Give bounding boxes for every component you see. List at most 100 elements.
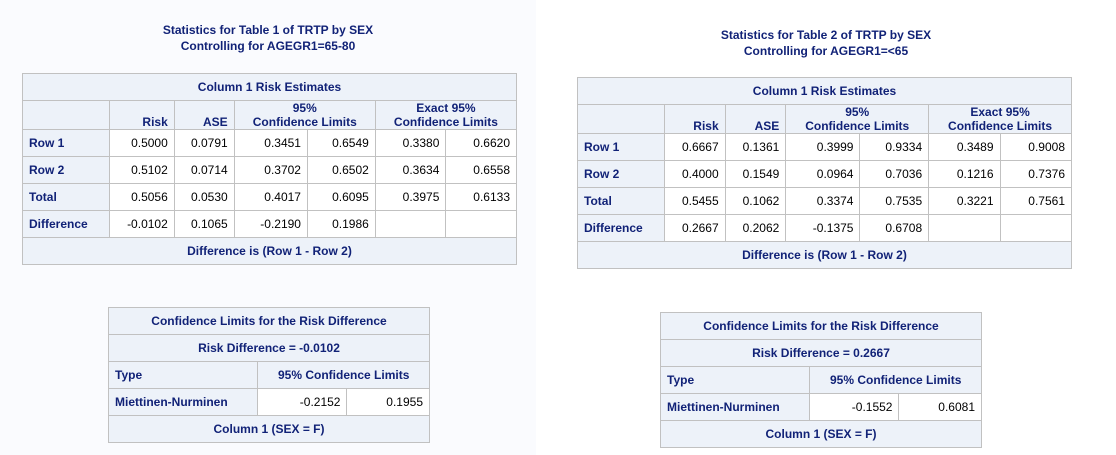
col-exact-group: Exact 95% Confidence Limits (374, 100, 518, 130)
table-row: Row 2 0.4000 0.1549 0.0964 0.7036 0.1216… (577, 160, 1073, 188)
risk-difference-cl-table: Confidence Limits for the Risk Differenc… (659, 312, 982, 448)
cell-lcl: -0.2190 (233, 210, 308, 238)
cell-exact-ucl (999, 214, 1073, 242)
cl-lower: -0.2152 (257, 388, 348, 416)
title-line-2: Controlling for AGEGR1=<65 (743, 44, 909, 58)
row-label: Difference (577, 214, 665, 242)
panel-table-1: Statistics for Table 1 of TRTP by SEX Co… (0, 0, 536, 455)
cell-risk: 0.6667 (664, 133, 726, 161)
row-label: Total (22, 183, 110, 211)
cell-exact-ucl: 0.9008 (999, 133, 1073, 161)
row-label: Row 2 (22, 156, 110, 184)
table-row: Row 1 0.6667 0.1361 0.3999 0.9334 0.3489… (577, 133, 1073, 161)
col-confidence-limits: 95% Confidence Limits (809, 366, 982, 394)
row-header-blank (22, 100, 110, 130)
title-line-1: Statistics for Table 2 of TRTP by SEX (720, 28, 932, 42)
col-type: Type (107, 361, 259, 389)
cell-risk: 0.5455 (664, 187, 726, 215)
row-label: Row 2 (577, 160, 665, 188)
row-label: Difference (22, 210, 110, 238)
cell-exact-lcl (374, 210, 447, 238)
col-exact-bottom: Confidence Limits (393, 115, 498, 129)
risk-table-footer: Difference is (Row 1 - Row 2) (577, 241, 1072, 269)
cl-lower: -0.1552 (809, 393, 900, 421)
table-row: Miettinen-Nurminen -0.1552 0.6081 (659, 393, 982, 421)
col-ci-top: 95% (845, 105, 870, 119)
cell-ase: 0.1062 (724, 187, 787, 215)
col-ase: ASE (173, 100, 235, 130)
cl-upper: 0.1955 (346, 388, 430, 416)
col-ci-bottom: Confidence Limits (252, 115, 357, 129)
cell-exact-lcl: 0.3975 (374, 183, 447, 211)
col-exact-bottom: Confidence Limits (948, 119, 1053, 133)
cell-exact-lcl: 0.1216 (928, 160, 1001, 188)
cell-lcl: 0.3999 (785, 133, 861, 161)
cell-exact-ucl (445, 210, 517, 238)
table-row: Row 2 0.5102 0.0714 0.3702 0.6502 0.3634… (22, 156, 517, 184)
cell-lcl: 0.3451 (233, 129, 308, 157)
row-label: Total (577, 187, 665, 215)
cl-table-subcaption: Risk Difference = 0.2667 (660, 339, 982, 367)
cell-ucl: 0.1986 (306, 210, 376, 238)
cell-risk: -0.0102 (109, 210, 175, 238)
risk-difference-cl-table: Confidence Limits for the Risk Differenc… (107, 307, 430, 443)
cell-exact-lcl: 0.3380 (374, 129, 447, 157)
col-risk: Risk (109, 100, 175, 130)
cell-ucl: 0.7036 (859, 160, 930, 188)
cl-table-caption: Confidence Limits for the Risk Differenc… (660, 312, 982, 340)
cl-table-footer: Column 1 (SEX = F) (660, 420, 982, 448)
table-row: Miettinen-Nurminen -0.2152 0.1955 (107, 388, 430, 416)
risk-table-footer: Difference is (Row 1 - Row 2) (22, 237, 517, 265)
cl-table-footer: Column 1 (SEX = F) (108, 415, 430, 443)
cell-risk: 0.5056 (109, 183, 175, 211)
cell-ucl: 0.6549 (306, 129, 376, 157)
col-ci-group: 95% Confidence Limits (233, 100, 376, 130)
cell-lcl: 0.3702 (233, 156, 308, 184)
panel-title: Statistics for Table 1 of TRTP by SEX Co… (0, 22, 536, 54)
table-row: Difference -0.0102 0.1065 -0.2190 0.1986 (22, 210, 517, 238)
table-row: Total 0.5056 0.0530 0.4017 0.6095 0.3975… (22, 183, 517, 211)
cell-exact-lcl: 0.3221 (928, 187, 1001, 215)
col-exact-group: Exact 95% Confidence Limits (928, 104, 1072, 134)
cell-exact-ucl: 0.7376 (999, 160, 1073, 188)
cell-lcl: 0.4017 (233, 183, 308, 211)
cell-ucl: 0.6502 (306, 156, 376, 184)
cell-ucl: 0.7535 (859, 187, 930, 215)
col-exact-top: Exact 95% (416, 101, 476, 115)
cell-ucl: 0.9334 (859, 133, 930, 161)
cell-exact-lcl: 0.3489 (928, 133, 1001, 161)
cell-ase: 0.0530 (173, 183, 235, 211)
cell-exact-lcl: 0.3634 (374, 156, 447, 184)
table-row: Row 1 0.5000 0.0791 0.3451 0.6549 0.3380… (22, 129, 517, 157)
cell-ase: 0.2062 (724, 214, 787, 242)
cell-exact-ucl: 0.6133 (445, 183, 517, 211)
panel-table-2: Statistics for Table 2 of TRTP by SEX Co… (536, 0, 1116, 455)
panel-title: Statistics for Table 2 of TRTP by SEX Co… (536, 27, 1116, 59)
row-header-blank (577, 104, 665, 134)
col-ci-top: 95% (292, 101, 317, 115)
cell-risk: 0.5000 (109, 129, 175, 157)
cell-ase: 0.0714 (173, 156, 235, 184)
risk-table-caption: Column 1 Risk Estimates (577, 77, 1072, 105)
cell-ucl: 0.6095 (306, 183, 376, 211)
risk-table-caption: Column 1 Risk Estimates (22, 73, 517, 101)
title-line-2: Controlling for AGEGR1=65-80 (180, 39, 356, 53)
table-row: Total 0.5455 0.1062 0.3374 0.7535 0.3221… (577, 187, 1073, 215)
cell-exact-ucl: 0.6558 (445, 156, 517, 184)
col-type: Type (659, 366, 811, 394)
title-line-1: Statistics for Table 1 of TRTP by SEX (162, 23, 374, 37)
risk-estimates-table: Column 1 Risk Estimates Risk ASE 95% Con… (577, 77, 1073, 269)
cell-exact-ucl: 0.6620 (445, 129, 517, 157)
cell-ase: 0.0791 (173, 129, 235, 157)
table-row: Difference 0.2667 0.2062 -0.1375 0.6708 (577, 214, 1073, 242)
cl-table-subcaption: Risk Difference = -0.0102 (108, 334, 430, 362)
cell-risk: 0.4000 (664, 160, 726, 188)
cl-method: Miettinen-Nurminen (659, 393, 811, 421)
cell-exact-ucl: 0.7561 (999, 187, 1073, 215)
cell-lcl: 0.0964 (785, 160, 861, 188)
row-label: Row 1 (22, 129, 110, 157)
col-risk: Risk (664, 104, 726, 134)
col-ase: ASE (724, 104, 787, 134)
cell-lcl: -0.1375 (785, 214, 861, 242)
cell-exact-lcl (928, 214, 1001, 242)
